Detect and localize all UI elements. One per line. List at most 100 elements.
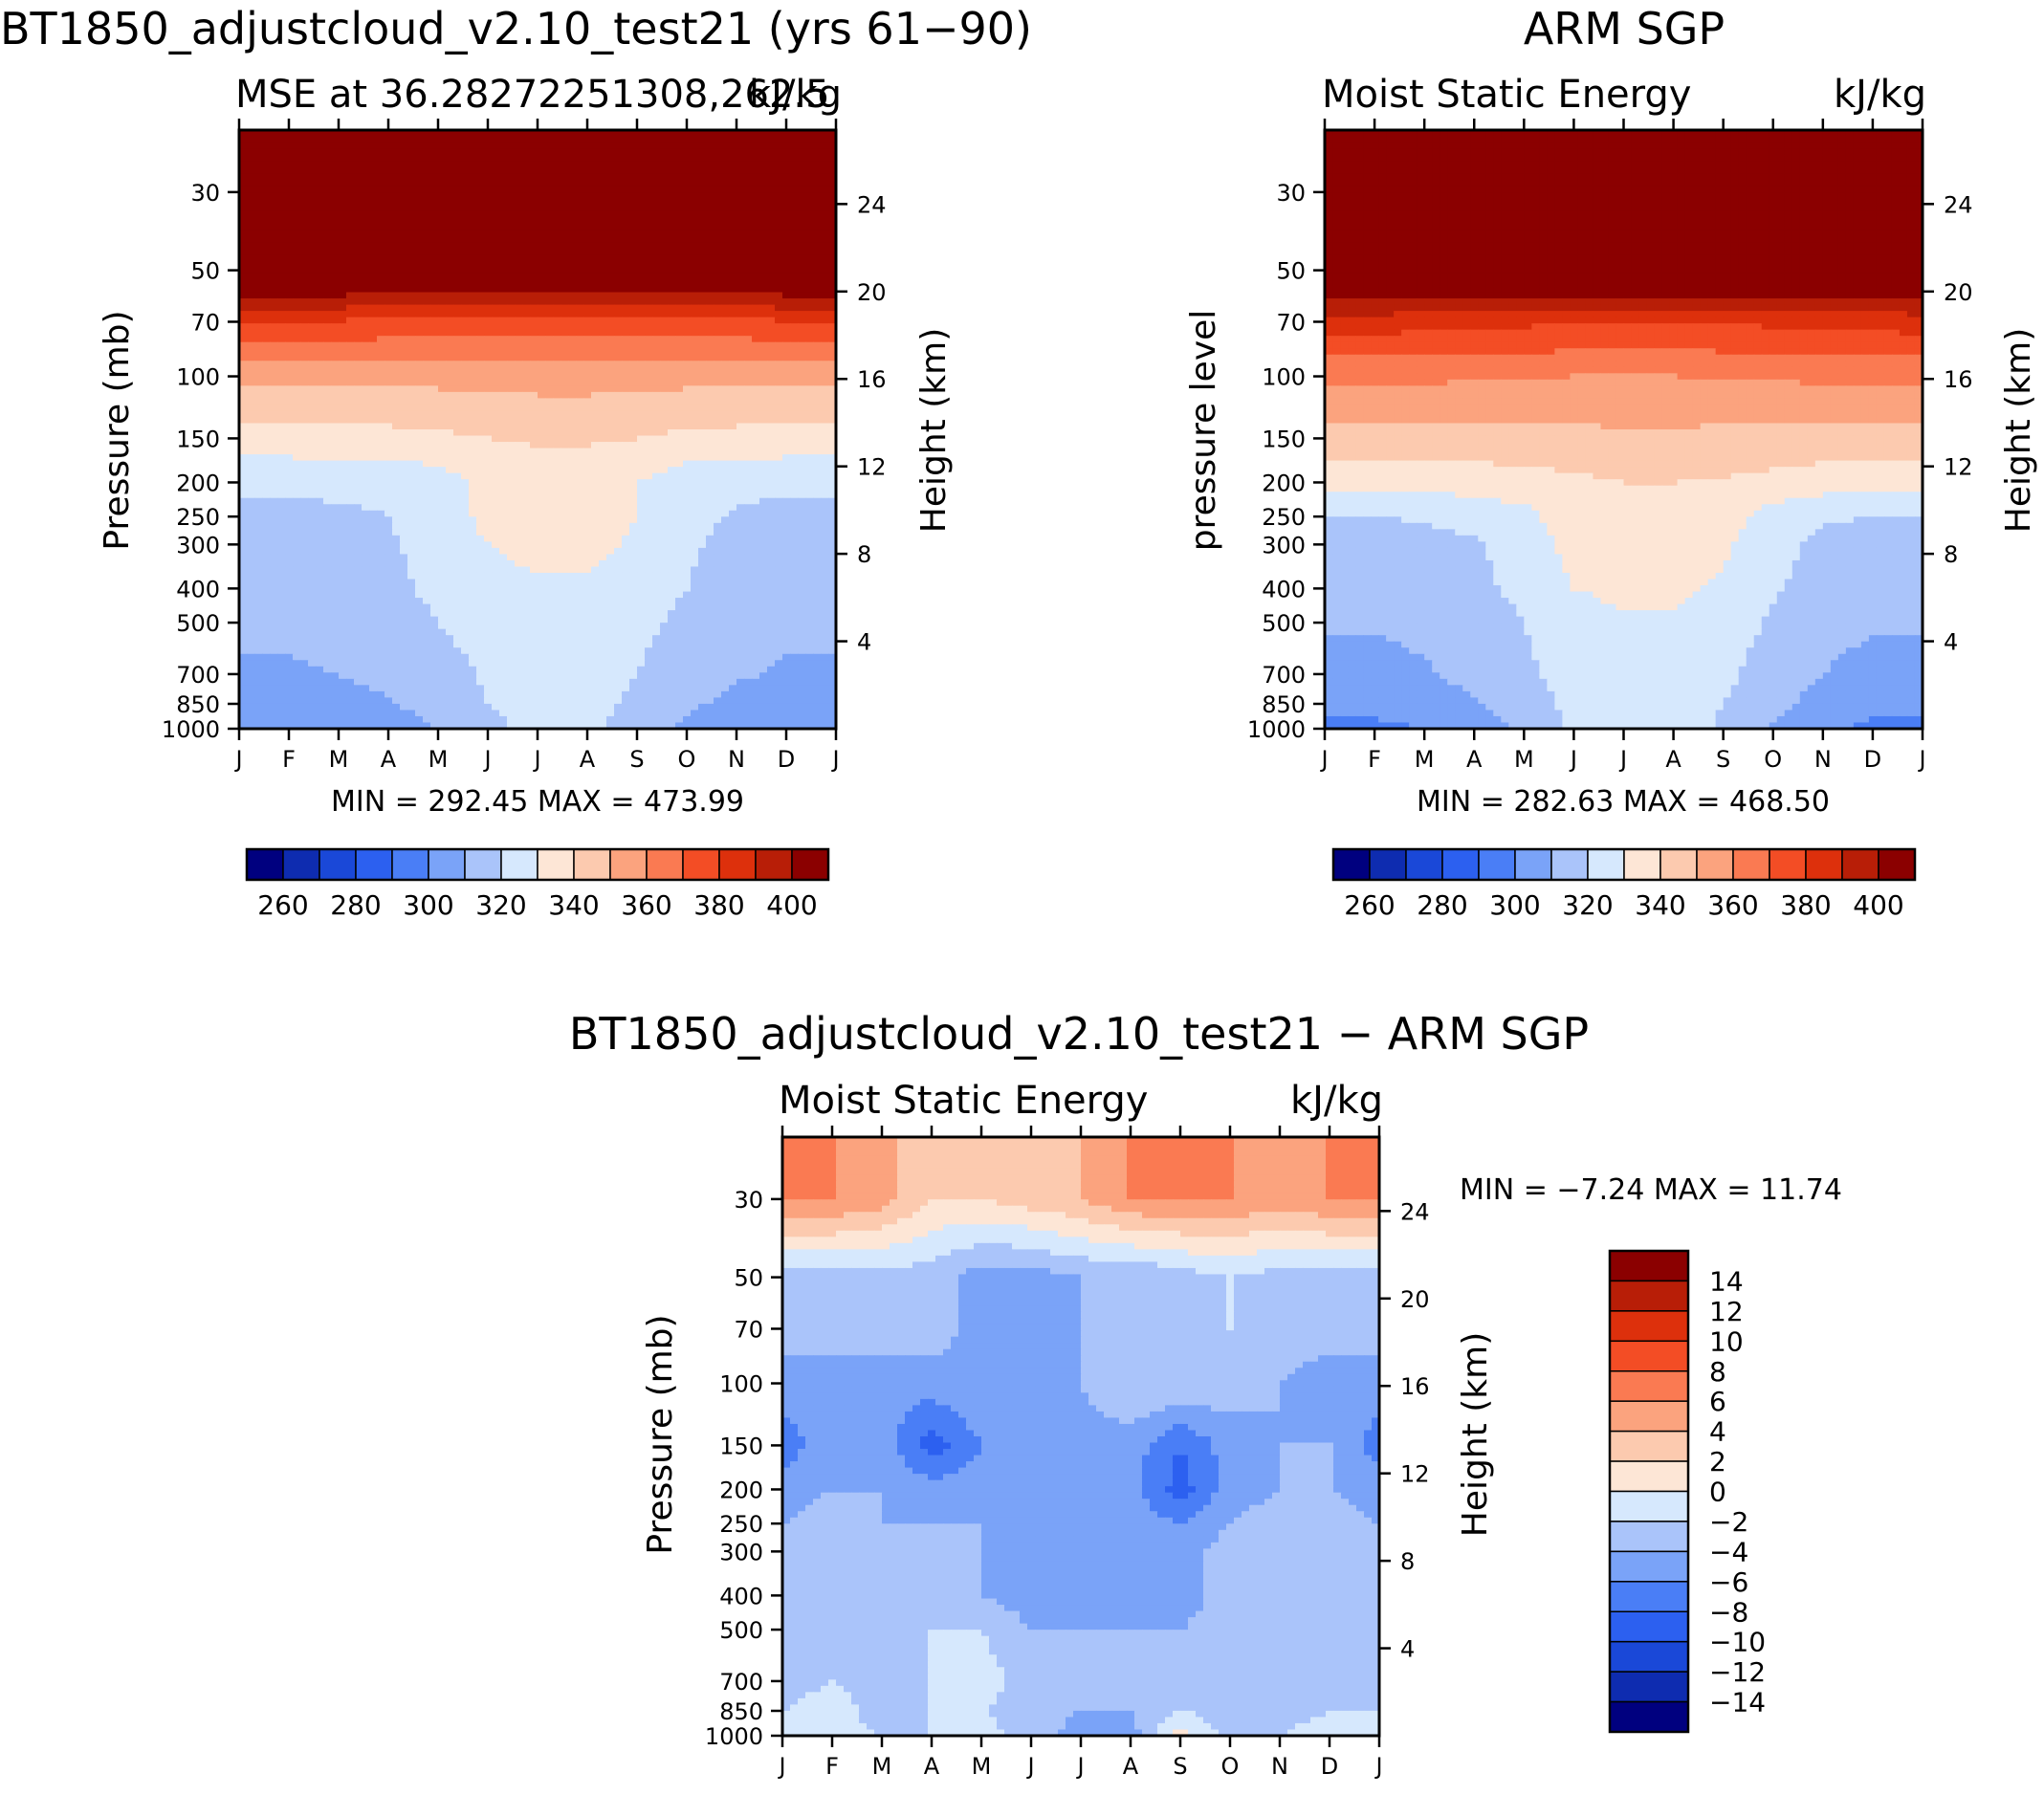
contour-cell bbox=[560, 361, 569, 367]
contour-cell bbox=[400, 261, 408, 268]
contour-cell bbox=[254, 254, 263, 261]
contour-cell bbox=[813, 417, 822, 424]
contour-cell bbox=[423, 142, 431, 149]
contour-cell bbox=[645, 442, 653, 449]
contour-cell bbox=[652, 211, 661, 218]
contour-cell bbox=[316, 192, 324, 199]
contour-cell bbox=[254, 274, 263, 280]
contour-cell bbox=[821, 199, 829, 206]
contour-cell bbox=[538, 224, 546, 230]
contour-cell bbox=[484, 355, 493, 361]
contour-cell bbox=[461, 367, 470, 374]
contour-cell bbox=[362, 342, 370, 349]
contour-cell bbox=[530, 298, 538, 305]
contour-cell bbox=[476, 504, 485, 511]
contour-cell bbox=[805, 486, 814, 493]
contour-cell bbox=[752, 211, 760, 218]
contour-cell bbox=[576, 149, 584, 156]
contour-cell bbox=[775, 230, 783, 236]
contour-cell bbox=[446, 405, 454, 411]
contour-cell bbox=[691, 311, 699, 317]
contour-cell bbox=[538, 180, 546, 186]
contour-cell bbox=[744, 492, 753, 498]
contour-cell bbox=[316, 167, 324, 174]
contour-cell bbox=[721, 361, 730, 367]
contour-cell bbox=[637, 523, 646, 530]
contour-cell bbox=[385, 162, 393, 168]
contour-cell bbox=[300, 461, 309, 468]
contour-cell bbox=[660, 261, 669, 268]
contour-cell bbox=[798, 330, 806, 337]
contour-cell bbox=[400, 417, 408, 424]
contour-cell bbox=[484, 417, 493, 424]
contour-cell bbox=[469, 330, 477, 337]
contour-cell bbox=[752, 492, 760, 498]
contour-cell bbox=[821, 242, 829, 249]
contour-cell bbox=[377, 217, 385, 224]
contour-cell bbox=[744, 186, 753, 193]
contour-cell bbox=[637, 317, 646, 324]
contour-cell bbox=[346, 342, 355, 349]
contour-cell bbox=[522, 392, 531, 399]
contour-cell bbox=[331, 429, 340, 436]
contour-cell bbox=[675, 492, 684, 498]
contour-cell bbox=[484, 199, 493, 206]
contour-cell bbox=[415, 504, 424, 511]
contour-cell bbox=[362, 280, 370, 287]
contour-cell bbox=[331, 498, 340, 505]
contour-cell bbox=[415, 211, 424, 218]
contour-cell bbox=[323, 305, 332, 312]
contour-cell bbox=[254, 199, 263, 206]
contour-cell bbox=[645, 398, 653, 405]
contour-cell bbox=[675, 162, 684, 168]
contour-cell bbox=[423, 174, 431, 181]
contour-cell bbox=[606, 192, 615, 199]
contour-cell bbox=[316, 423, 324, 429]
contour-cell bbox=[698, 367, 707, 374]
contour-cell bbox=[407, 174, 416, 181]
contour-cell bbox=[721, 449, 730, 455]
contour-cell bbox=[407, 186, 416, 193]
contour-cell bbox=[752, 305, 760, 312]
contour-cell bbox=[446, 479, 454, 486]
contour-cell bbox=[683, 162, 692, 168]
contour-cell bbox=[316, 261, 324, 268]
contour-cell bbox=[285, 380, 294, 386]
contour-cell bbox=[714, 380, 722, 386]
contour-cell bbox=[300, 162, 309, 168]
contour-cell bbox=[606, 305, 615, 312]
contour-cell bbox=[438, 137, 447, 143]
contour-cell bbox=[530, 417, 538, 424]
contour-cell bbox=[744, 242, 753, 249]
contour-cell bbox=[423, 367, 431, 374]
contour-cell bbox=[545, 242, 554, 249]
contour-cell bbox=[683, 516, 692, 523]
contour-cell bbox=[316, 162, 324, 168]
contour-cell bbox=[270, 486, 278, 493]
contour-cell bbox=[813, 293, 822, 299]
contour-cell bbox=[683, 504, 692, 511]
contour-cell bbox=[469, 449, 477, 455]
contour-cell bbox=[576, 267, 584, 274]
contour-cell bbox=[744, 236, 753, 243]
contour-cell bbox=[530, 137, 538, 143]
contour-cell bbox=[553, 461, 561, 468]
contour-cell bbox=[385, 236, 393, 243]
contour-cell bbox=[576, 230, 584, 236]
contour-cell bbox=[545, 199, 554, 206]
contour-cell bbox=[339, 199, 347, 206]
contour-cell bbox=[392, 199, 401, 206]
contour-cell bbox=[691, 348, 699, 355]
contour-cell bbox=[614, 323, 623, 330]
contour-cell bbox=[744, 511, 753, 517]
contour-cell bbox=[423, 405, 431, 411]
contour-cell bbox=[492, 186, 500, 193]
contour-cell bbox=[339, 523, 347, 530]
contour-cell bbox=[469, 467, 477, 473]
contour-cell bbox=[637, 429, 646, 436]
contour-cell bbox=[515, 385, 523, 392]
contour-cell bbox=[385, 504, 393, 511]
contour-cell bbox=[805, 305, 814, 312]
contour-cell bbox=[484, 137, 493, 143]
contour-cell bbox=[392, 380, 401, 386]
